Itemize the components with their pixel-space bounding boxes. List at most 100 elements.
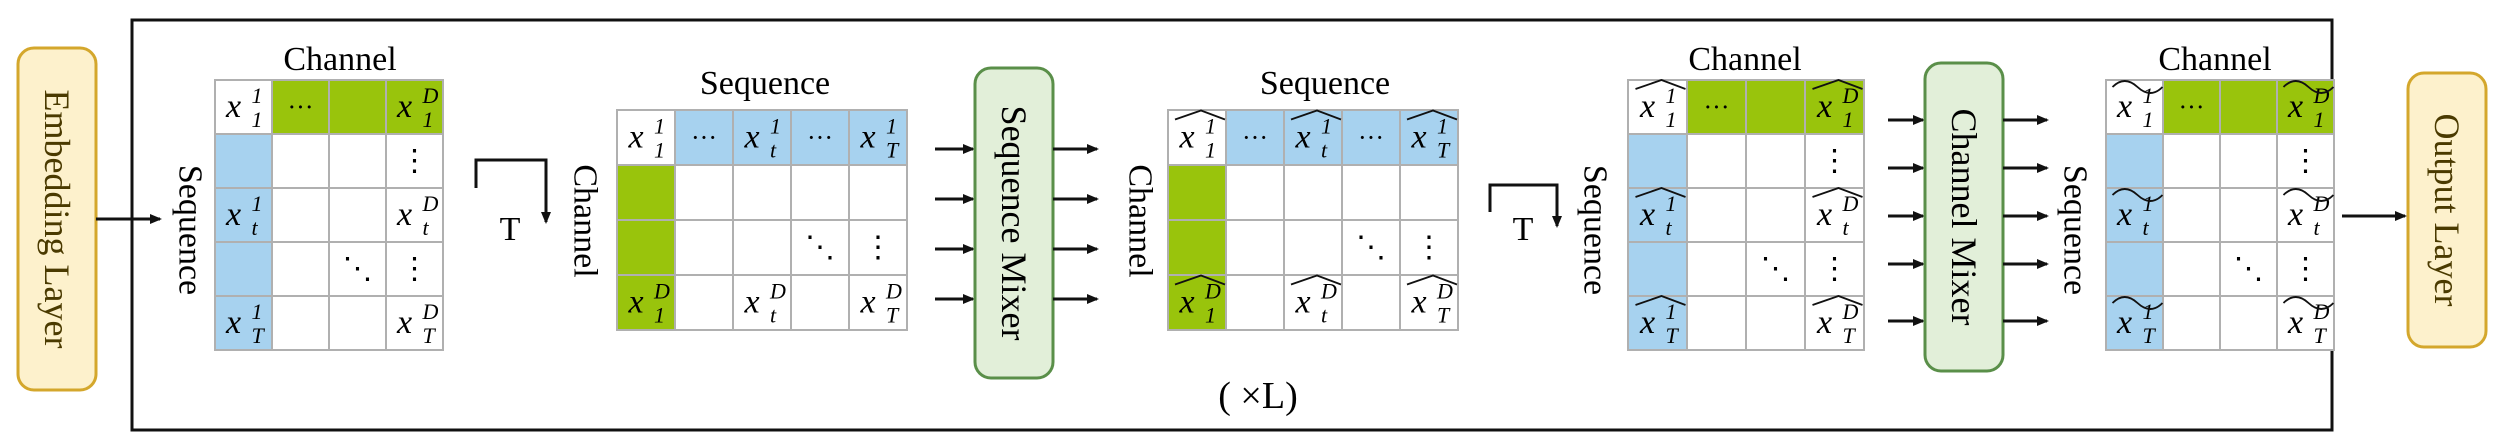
matrix-cell (616, 164, 676, 221)
matrix-entry-superscript: D (1436, 279, 1453, 304)
matrix-entry-superscript: D (422, 83, 439, 108)
vdots-glyph: ⋮ (400, 145, 430, 178)
hdots-glyph: ··· (691, 123, 717, 152)
matrix-entry-subscript: 1 (1205, 138, 1216, 163)
matrix-cell (214, 187, 273, 243)
hat-accent (1406, 109, 1458, 121)
matrix-entry-subscript: 1 (654, 138, 665, 163)
matrix-cell (328, 79, 387, 135)
vdots-glyph: ⋮ (863, 231, 893, 264)
matrix-cell (385, 187, 444, 243)
matrix-cell (674, 219, 734, 276)
matrix-entry: x (1816, 196, 1832, 233)
matrix-cell (790, 274, 850, 331)
channel-axis-label: Channel (283, 41, 396, 78)
matrix-cell (1686, 295, 1747, 351)
matrix-entry: x (1816, 88, 1832, 125)
matrix-cell (2276, 187, 2335, 243)
vdots-glyph: ⋮ (1414, 231, 1444, 264)
matrix-cell (2219, 295, 2278, 351)
matrix-cell (732, 164, 792, 221)
matrix-cell (2276, 79, 2335, 135)
matrix-cell (214, 241, 273, 297)
matrix-cell (1167, 164, 1227, 221)
matrix-entry: x (225, 304, 241, 341)
sequence-axis-label: Sequence (2057, 165, 2094, 295)
ddots-glyph: ⋱ (343, 253, 373, 286)
matrix-entry: x (859, 284, 875, 321)
matrix-cell (732, 219, 792, 276)
matrix-entry: x (1178, 119, 1194, 156)
matrix-entry-superscript: 1 (1666, 191, 1677, 216)
matrix-entry-superscript: D (422, 299, 439, 324)
matrix-cell (271, 187, 330, 243)
matrix-entry-subscript: 1 (2143, 107, 2154, 132)
transpose-marker: T (1488, 183, 1562, 248)
matrix-entry-subscript: T (423, 323, 437, 348)
matrix-entry: x (2116, 304, 2132, 341)
matrix-entry: x (2287, 304, 2303, 341)
matrix-entry-superscript: 1 (252, 83, 263, 108)
tilde-accent (2111, 80, 2164, 94)
hdots-glyph: ··· (288, 93, 314, 122)
matrix-entry-subscript: T (1437, 138, 1451, 163)
matrix-entry-superscript: D (2313, 299, 2330, 324)
hdots-glyph: ··· (1358, 123, 1384, 152)
matrix-entry-superscript: 1 (252, 191, 263, 216)
svg-text:T: T (1513, 211, 1534, 248)
matrix-entry-subscript: t (2143, 215, 2150, 240)
matrix-entry-subscript: 1 (2314, 107, 2325, 132)
matrix-cell (848, 274, 908, 331)
matrix-entry-superscript: 1 (1205, 114, 1216, 139)
hdots-glyph: ··· (807, 123, 833, 152)
matrix-entry: x (743, 284, 759, 321)
matrix-entry: x (2287, 196, 2303, 233)
matrix-cell (385, 79, 444, 135)
matrix-cell (385, 295, 444, 351)
tilde-accent (2282, 188, 2335, 202)
matrix-entry: x (396, 196, 412, 233)
matrix-entry: x (2287, 88, 2303, 125)
matrix-entry: x (859, 119, 875, 156)
vdots-glyph: ⋮ (2291, 253, 2321, 286)
matrix-cell (1686, 133, 1747, 189)
matrix-cell (2162, 187, 2221, 243)
sequence-axis-label: Sequence (700, 65, 830, 102)
input-matrix: x 11 ··· x D1⋮x 1t x Dt⋱ ⋮x 1T x DT (214, 79, 444, 351)
matrix-cell (1225, 274, 1285, 331)
matrix-entry-subscript: t (770, 303, 777, 328)
matrix-entry: x (225, 196, 241, 233)
repeat-count-label: ( ×L) (1218, 375, 1297, 417)
matrix-cell (1225, 219, 1285, 276)
matrix-entry: x (1639, 88, 1655, 125)
hat-accent (1174, 109, 1226, 121)
hat-accent (1812, 295, 1863, 306)
matrix-entry-superscript: D (653, 279, 670, 304)
matrix-cell (1225, 109, 1285, 166)
matrix-entry-superscript: D (1320, 279, 1337, 304)
matrix-entry-superscript: D (1842, 191, 1859, 216)
channel-axis-label: Channel (1122, 164, 1159, 277)
matrix-entry-subscript: t (1321, 138, 1328, 163)
output-matrix: x 11 ··· x D1⋮x 1t x Dt⋱ ⋮x 1T x DT (2105, 79, 2335, 351)
sequence-axis-label: Sequence (172, 165, 209, 295)
matrix-cell (1341, 274, 1401, 331)
matrix-cell (2219, 79, 2278, 135)
matrix-entry-superscript: 1 (770, 114, 781, 139)
hat-accent (1406, 274, 1458, 286)
matrix-entry: x (1178, 284, 1194, 321)
hat-accent (1635, 295, 1686, 306)
embedding-layer-label: Embedding Layer (37, 90, 77, 349)
channel-axis-label: Channel (1688, 41, 1801, 78)
tilde-accent (2282, 80, 2335, 94)
matrix-cell (616, 219, 676, 276)
matrix-entry-subscript: t (2314, 215, 2321, 240)
matrix-entry: x (225, 88, 241, 125)
matrix-entry-superscript: 1 (1437, 114, 1448, 139)
matrix-cell (2162, 241, 2221, 297)
matrix-entry-superscript: 1 (2143, 83, 2154, 108)
ddots-glyph: ⋱ (2234, 253, 2264, 286)
matrix-entry-subscript: t (1843, 215, 1850, 240)
matrix-entry: x (1410, 119, 1426, 156)
